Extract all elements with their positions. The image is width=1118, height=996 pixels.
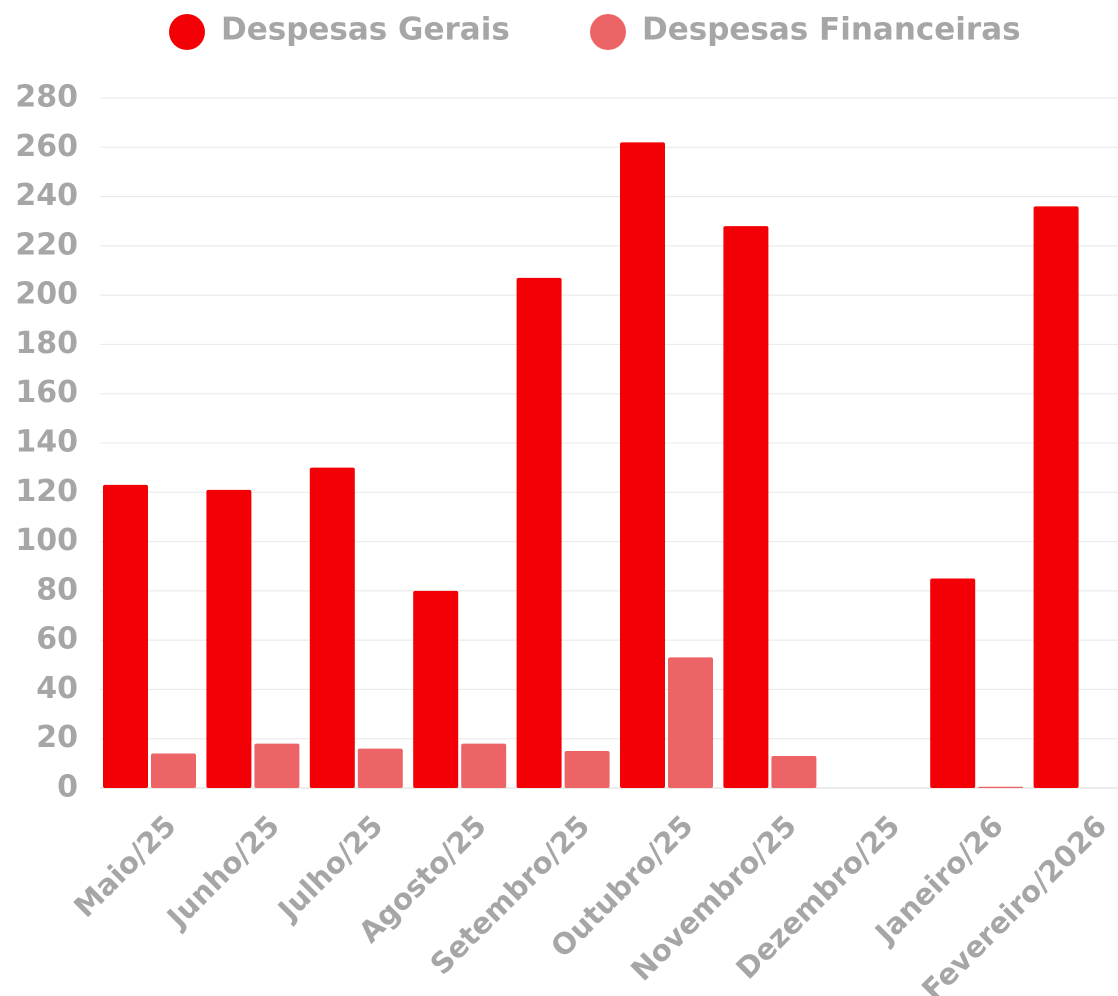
bar	[1033, 206, 1079, 788]
y-tick-label: 120	[15, 474, 78, 509]
bar	[723, 226, 769, 789]
y-tick-label: 280	[15, 80, 78, 115]
legend-swatch	[169, 14, 205, 50]
y-tick-label: 260	[15, 129, 78, 164]
bar	[564, 751, 610, 788]
bar	[620, 142, 665, 788]
y-tick-label: 80	[36, 572, 78, 607]
legend-label: Despesas Gerais	[221, 12, 510, 48]
y-tick-label: 160	[15, 375, 78, 410]
y-tick-label: 200	[15, 277, 78, 312]
x-tick-label: Junho/25	[159, 809, 286, 936]
y-tick-label: 20	[36, 720, 78, 755]
y-tick-label: 240	[15, 178, 78, 213]
bar	[357, 748, 403, 788]
y-tick-label: 140	[15, 425, 78, 460]
bar	[151, 753, 196, 788]
bar	[978, 786, 1024, 788]
bar	[461, 743, 507, 788]
bar	[771, 755, 817, 788]
bar	[254, 743, 300, 788]
y-tick-label: 40	[36, 671, 78, 706]
bar	[668, 657, 713, 788]
bar	[206, 489, 252, 788]
y-tick-label: 220	[15, 227, 78, 262]
y-tick-label: 0	[57, 770, 78, 805]
y-tick-label: 100	[15, 523, 78, 558]
bar	[103, 484, 148, 788]
legend-label: Despesas Financeiras	[642, 12, 1021, 48]
bar	[309, 467, 355, 788]
legend-swatch	[590, 14, 626, 50]
bar	[413, 590, 459, 788]
bar	[930, 578, 976, 788]
y-tick-label: 180	[15, 326, 78, 361]
bar	[516, 277, 562, 788]
x-tick-label: Fevereiro/2026	[915, 809, 1113, 996]
y-tick-label: 60	[36, 622, 78, 657]
